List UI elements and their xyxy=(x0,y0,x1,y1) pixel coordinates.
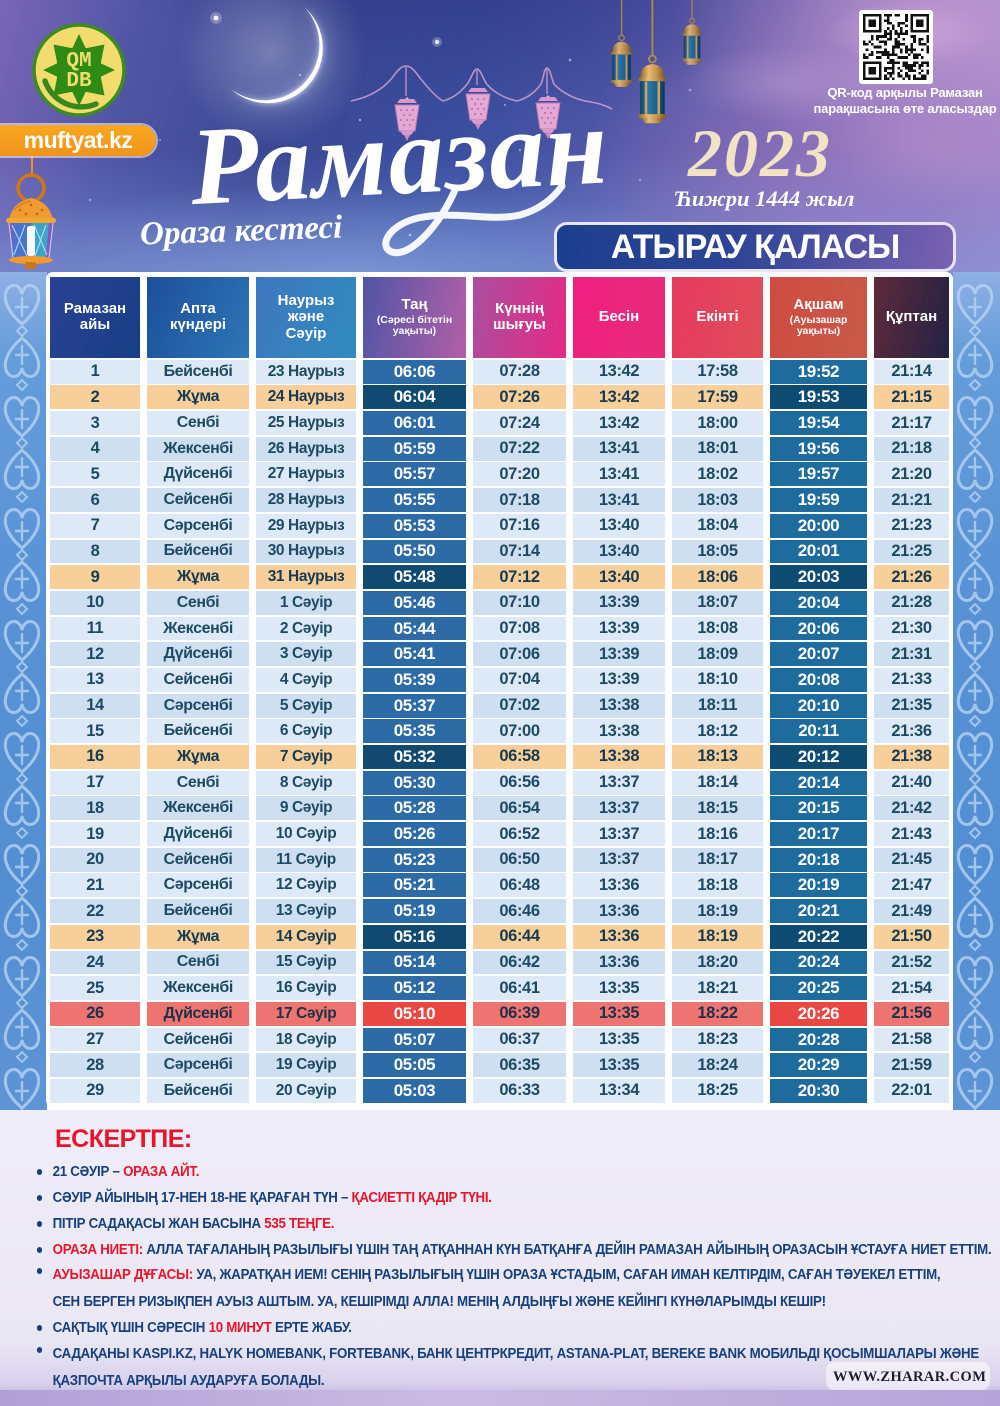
svg-text:DB: DB xyxy=(66,70,92,93)
svg-text:QM: QM xyxy=(66,50,91,73)
